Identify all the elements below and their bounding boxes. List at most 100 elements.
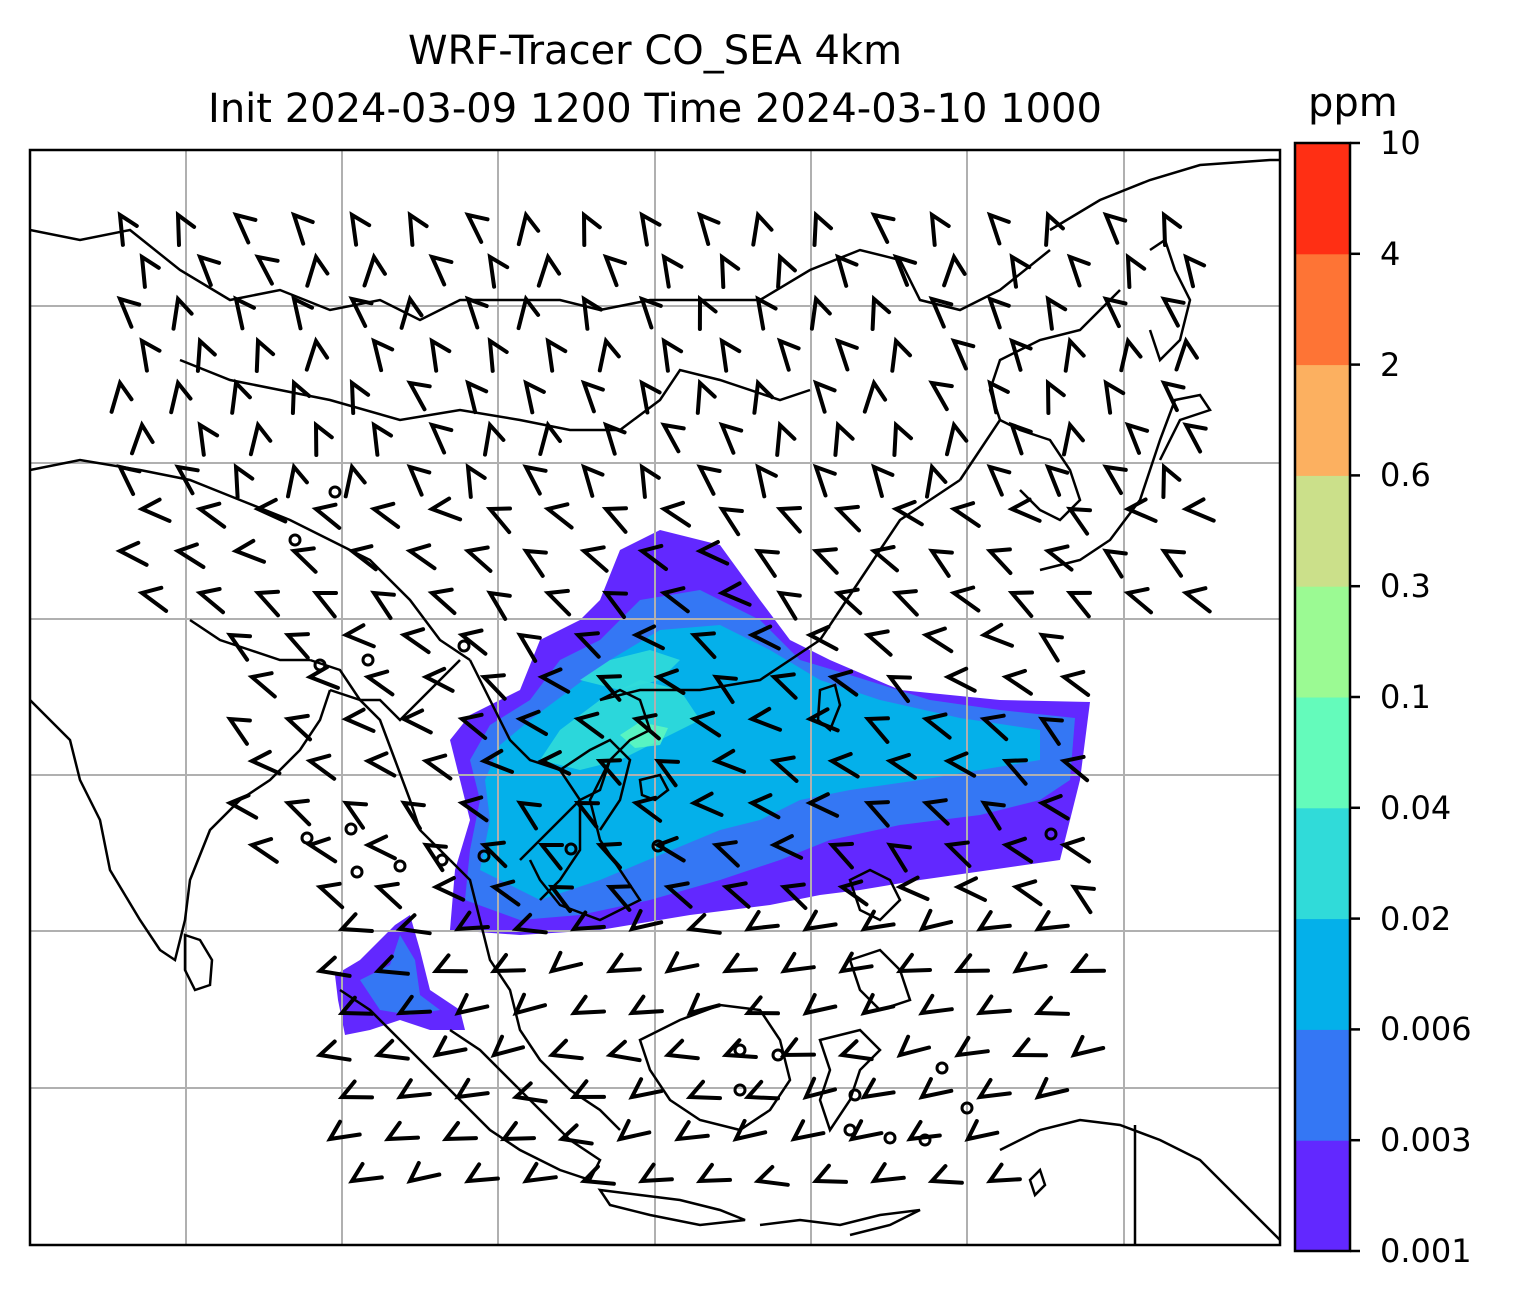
wind-barb [197,421,220,457]
wind-barb [395,913,432,936]
wind-barb [769,672,798,700]
wind-barb [921,626,954,654]
wind-barb [870,1162,906,1184]
nepal-region [189,618,310,662]
wind-barb [769,834,804,860]
wind-barb [548,950,584,974]
sri-lanka [183,933,214,992]
colorbar-tick-label: 0.3 [1380,567,1431,606]
calm-wind-marker [883,1131,897,1145]
wind-barb [489,953,526,974]
wind-barb [457,712,488,740]
wind-barb [406,1161,442,1184]
wind-barb [1059,754,1090,783]
wind-barb [721,1038,758,1059]
mongolia-south-border [179,358,811,432]
wind-barb [885,674,912,703]
wind-barb [174,464,200,496]
wind-barb [943,840,972,868]
wind-barb [1038,716,1064,746]
wind-barb [511,1081,548,1104]
wind-barb [1161,210,1183,247]
wind-barb [283,632,310,660]
wind-barb [870,463,895,498]
wind-barb [1102,548,1128,579]
calm-wind-marker [733,1043,747,1057]
wind-barb [429,337,452,373]
calm-wind-marker [300,831,314,845]
wind-barb [833,420,855,457]
wind-barb [601,506,628,534]
wind-barb [248,420,273,457]
colorbar-tick-label: 0.02 [1380,899,1452,938]
wind-barb [918,993,954,1016]
calm-wind-marker [313,658,327,672]
wind-barb [653,668,686,695]
wind-barb [689,791,724,817]
wind-barb [580,379,605,414]
wind-barb [407,211,429,247]
wind-barb [870,294,892,331]
chart-title: WRF-Tracer CO_SEA 4km [407,28,903,74]
wind-barb [305,753,337,781]
wind-barb [985,1162,1022,1184]
wind-barb [463,545,493,573]
wind-barb [489,879,521,907]
calm-wind-marker [393,859,407,873]
wind-barb [744,910,780,932]
wind-barb [173,542,206,569]
wind-barb [247,671,277,699]
wind-barb [637,1162,674,1184]
wind-barb [399,627,431,655]
calm-wind-marker [344,822,358,836]
wind-barb [689,631,717,659]
wind-barb [811,547,839,575]
wind-barb [1069,953,1106,974]
wind-barb [711,840,740,868]
wind-barb [811,1163,848,1184]
wind-barb [601,590,628,619]
wind-barb [1044,210,1065,247]
wind-barb [464,1162,500,1184]
wind-barb [487,253,510,289]
wind-barb [1033,995,1070,1016]
wind-barb [663,881,693,909]
wind-barb [925,462,948,499]
wind-barb [628,1077,664,1100]
wind-barb [976,910,1012,932]
wind-barb [247,837,279,864]
wind-barb [373,881,403,910]
wind-barb [487,337,509,373]
wind-barb [286,462,309,499]
wind-barb [661,253,684,289]
wind-barb [1008,421,1033,456]
wind-barb [383,1120,420,1142]
wind-barb [718,506,744,537]
wind-barb [1059,669,1091,697]
wind-barb [863,629,893,657]
wind-barb [802,1076,837,1100]
wind-barb [985,547,1013,575]
wind-barb [1065,590,1092,619]
colorbar-tick-label: 0.001 [1380,1232,1472,1270]
wind-barb [779,882,808,910]
wind-barb [1001,758,1028,786]
wind-barb [870,212,896,244]
plume-level-002 [540,680,700,770]
wind-barb [860,1077,896,1100]
wind-barb [833,504,861,533]
chart-subtitle: Init 2024-03-09 1200 Time 2024-03-10 100… [208,86,1102,132]
wind-barb [399,708,433,735]
wind-barb [921,798,950,826]
calm-wind-marker [651,839,665,853]
wind-barb [362,252,387,288]
wind-barb [695,1162,732,1184]
wind-barbs [109,210,1216,1187]
wind-barb [537,843,564,871]
wind-barb [139,337,162,373]
wind-barb [348,1162,384,1184]
wind-barb [547,884,574,913]
wind-barb [775,420,797,457]
wind-barb [659,500,691,528]
wind-barb [137,497,172,523]
